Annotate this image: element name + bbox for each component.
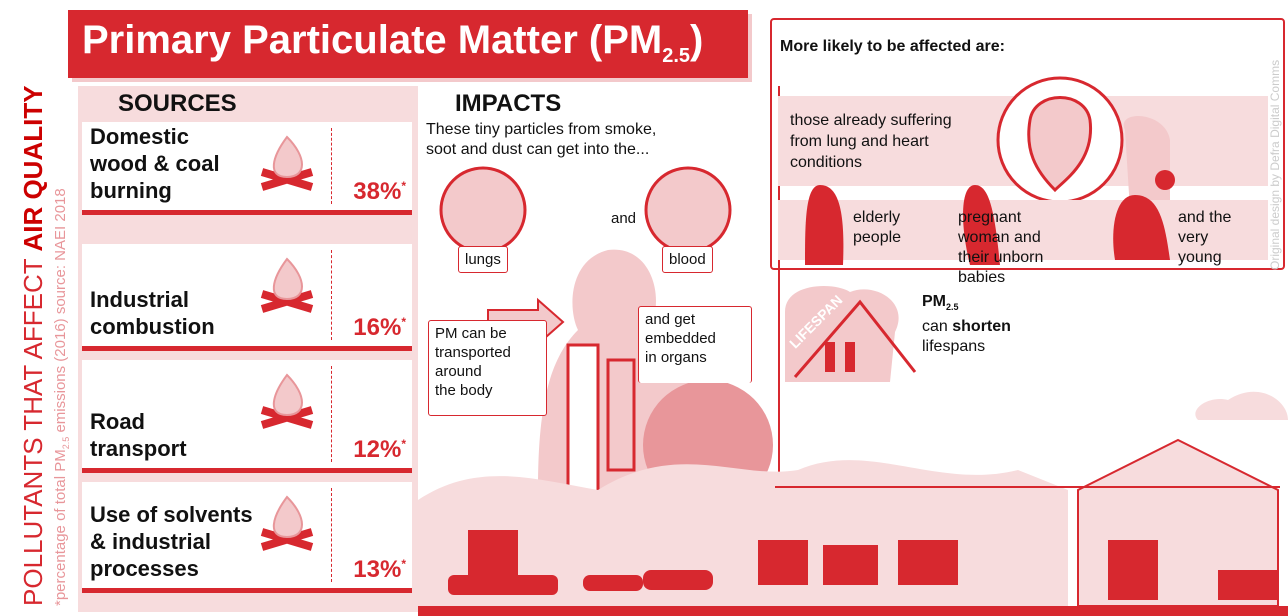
text-line: conditions bbox=[790, 152, 952, 173]
side-note: *percentage of total PM2.5 emissions (20… bbox=[52, 46, 71, 606]
percent-value: 13% bbox=[353, 556, 401, 583]
credit: Original design by Defra Digital Comms bbox=[1268, 60, 1282, 270]
percent-value: 38% bbox=[353, 178, 401, 205]
text-line: Use of solvents bbox=[90, 501, 253, 528]
source-icon bbox=[252, 254, 322, 314]
text-line: processes bbox=[90, 555, 253, 582]
text-line: embedded bbox=[645, 329, 745, 348]
side-title-bold: AIR QUALITY bbox=[18, 85, 48, 251]
text-line: in organs bbox=[645, 348, 745, 367]
divider bbox=[331, 250, 332, 340]
source-percent: 38%* bbox=[353, 178, 406, 206]
source-percent: 12%* bbox=[353, 436, 406, 464]
source-percent: 13%* bbox=[353, 556, 406, 584]
text-line: These tiny particles from smoke, bbox=[426, 120, 656, 140]
text-line: soot and dust can get into the... bbox=[426, 140, 656, 160]
title-text: ) bbox=[690, 18, 703, 62]
side-title-light: POLLUTANTS THAT AFFECT bbox=[18, 259, 48, 606]
text-line: young bbox=[1178, 248, 1231, 268]
text-line: very bbox=[1178, 228, 1231, 248]
sources-heading: SOURCES bbox=[118, 90, 237, 118]
text-line: those already suffering bbox=[790, 110, 952, 131]
text-line: transport bbox=[90, 435, 187, 462]
pm-text: PM bbox=[922, 293, 946, 310]
title-text: Primary Particulate Matter (PM bbox=[82, 18, 662, 62]
source-icon bbox=[252, 370, 322, 430]
percent-mark: * bbox=[401, 437, 406, 451]
lifespan-bold: shorten bbox=[952, 318, 1011, 335]
title-sub: 2.5 bbox=[662, 45, 690, 67]
source-icon bbox=[252, 132, 322, 192]
lifespan-text: PM2.5 can shorten lifespans bbox=[922, 292, 1011, 357]
text-line: babies bbox=[958, 268, 1043, 288]
text-line: & industrial bbox=[90, 528, 253, 555]
lungs-label: lungs bbox=[458, 246, 508, 273]
percent-mark: * bbox=[401, 179, 406, 193]
divider bbox=[331, 366, 332, 462]
text-line: PM can be bbox=[435, 324, 540, 343]
text-line: Domestic bbox=[90, 123, 220, 150]
source-icon bbox=[252, 492, 322, 552]
text-line: around bbox=[435, 362, 540, 381]
text-line: from lung and heart bbox=[790, 131, 952, 152]
blood-label: blood bbox=[662, 246, 713, 273]
percent-mark: * bbox=[401, 557, 406, 571]
note-sub: 2.5 bbox=[61, 437, 71, 450]
impacts-intro: These tiny particles from smoke,soot and… bbox=[426, 120, 656, 160]
text-line: combustion bbox=[90, 313, 215, 340]
text-line: elderly bbox=[853, 208, 901, 228]
text-line: Industrial bbox=[90, 286, 215, 313]
affected-heading: More likely to be affected are: bbox=[780, 38, 1005, 56]
header-title: Primary Particulate Matter (PM2.5) bbox=[82, 18, 703, 68]
text-line: and the bbox=[1178, 208, 1231, 228]
lifespan-before: can bbox=[922, 318, 952, 335]
side-title: POLLUTANTS THAT AFFECT AIR QUALITY bbox=[18, 16, 49, 606]
text-line: Road bbox=[90, 408, 187, 435]
infographic: POLLUTANTS THAT AFFECT AIR QUALITY *perc… bbox=[0, 0, 1288, 616]
text-line: people bbox=[853, 228, 901, 248]
lifespan-after: lifespans bbox=[922, 338, 985, 355]
note-text: *percentage of total PM bbox=[52, 449, 69, 606]
scene-illustration bbox=[418, 380, 1288, 616]
divider bbox=[331, 488, 332, 582]
text-line: burning bbox=[90, 177, 220, 204]
percent-value: 16% bbox=[353, 314, 401, 341]
side-strip: POLLUTANTS THAT AFFECT AIR QUALITY *perc… bbox=[0, 0, 78, 616]
text-line: wood & coal bbox=[90, 150, 220, 177]
source-percent: 16%* bbox=[353, 314, 406, 342]
percent-value: 12% bbox=[353, 436, 401, 463]
percent-mark: * bbox=[401, 315, 406, 329]
divider bbox=[331, 128, 332, 204]
text-line: and get bbox=[645, 310, 745, 329]
pm-sub: 2.5 bbox=[946, 302, 959, 312]
text-line: their unborn bbox=[958, 248, 1043, 268]
and-label: and bbox=[611, 210, 636, 227]
impacts-heading: IMPACTS bbox=[455, 90, 561, 118]
header: Primary Particulate Matter (PM2.5) bbox=[68, 10, 748, 78]
note-text: emissions (2016) source: NAEI 2018 bbox=[52, 188, 69, 436]
text-line: transported bbox=[435, 343, 540, 362]
text-line: pregnant bbox=[958, 208, 1043, 228]
text-line: woman and bbox=[958, 228, 1043, 248]
divider bbox=[775, 486, 1280, 488]
